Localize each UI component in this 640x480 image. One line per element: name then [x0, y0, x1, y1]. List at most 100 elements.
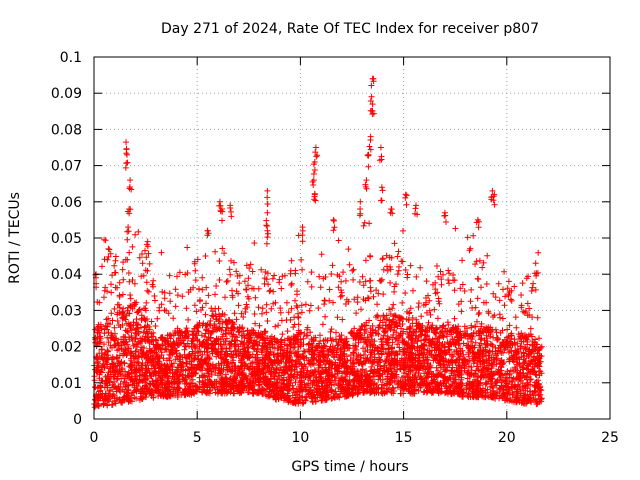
data-point — [296, 360, 303, 367]
data-point — [112, 330, 118, 337]
data-point — [409, 315, 416, 321]
data-point — [329, 262, 336, 269]
data-point — [390, 331, 397, 338]
data-point — [246, 265, 253, 272]
data-point — [99, 263, 105, 270]
data-point — [442, 367, 449, 374]
data-point — [288, 305, 295, 312]
data-point — [190, 341, 197, 348]
data-point — [150, 283, 156, 290]
data-point — [223, 278, 230, 285]
data-point — [109, 381, 116, 388]
data-point — [490, 384, 497, 391]
data-point — [124, 328, 130, 335]
data-point — [417, 264, 424, 271]
data-point — [111, 305, 118, 312]
data-point — [227, 271, 234, 278]
data-point — [251, 240, 258, 246]
data-point — [361, 219, 368, 226]
data-point — [183, 325, 190, 332]
data-point — [111, 324, 118, 331]
data-point — [518, 330, 525, 337]
data-point — [262, 269, 269, 275]
data-point — [136, 254, 143, 261]
data-point — [161, 295, 168, 302]
data-point — [473, 258, 480, 265]
data-point — [249, 351, 256, 358]
data-point — [304, 367, 311, 374]
data-point — [359, 273, 366, 280]
data-point — [375, 290, 382, 297]
data-point — [268, 381, 274, 388]
data-point — [475, 311, 482, 318]
data-point — [101, 294, 107, 301]
data-point — [395, 248, 402, 255]
data-point — [126, 249, 133, 256]
data-point — [512, 376, 519, 383]
data-point — [116, 352, 123, 359]
data-point — [319, 321, 326, 328]
data-point — [119, 365, 126, 372]
data-point — [125, 345, 132, 352]
data-point — [236, 365, 243, 372]
data-point — [187, 358, 193, 365]
data-point — [167, 298, 174, 305]
data-point — [152, 323, 159, 329]
data-point — [102, 237, 109, 244]
data-point — [219, 324, 226, 331]
data-point — [229, 294, 236, 301]
data-point — [143, 279, 150, 286]
data-point — [226, 345, 233, 352]
data-point — [124, 256, 131, 263]
data-point — [294, 304, 301, 311]
data-point — [466, 353, 472, 360]
data-point — [488, 360, 495, 367]
data-point — [259, 305, 266, 312]
data-point — [158, 249, 165, 256]
data-point — [330, 299, 336, 306]
data-point — [362, 257, 369, 264]
data-point — [166, 272, 173, 279]
data-point — [315, 352, 322, 359]
data-point — [275, 322, 282, 329]
data-point — [166, 290, 173, 297]
data-point — [442, 350, 449, 357]
data-point — [222, 294, 228, 301]
data-point — [202, 253, 209, 259]
data-point — [339, 316, 346, 323]
data-point — [231, 310, 238, 317]
data-point — [526, 305, 533, 312]
data-point — [351, 361, 358, 368]
data-point — [240, 314, 247, 320]
data-point — [267, 287, 274, 294]
data-point — [298, 302, 305, 309]
data-point — [92, 326, 99, 333]
data-point — [398, 325, 405, 332]
data-point — [132, 348, 139, 355]
data-point — [415, 352, 422, 359]
data-point — [344, 357, 351, 364]
data-point — [436, 300, 443, 307]
data-point — [229, 319, 236, 326]
data-point — [108, 310, 115, 317]
data-point — [393, 319, 400, 326]
data-point — [278, 317, 285, 324]
data-point — [399, 299, 406, 306]
data-point — [515, 348, 522, 355]
data-point — [298, 378, 304, 385]
data-point — [327, 328, 334, 335]
data-point — [518, 292, 525, 298]
data-point — [390, 301, 397, 308]
data-point — [479, 264, 486, 271]
data-point — [133, 316, 140, 323]
data-point — [321, 297, 328, 304]
data-point — [507, 338, 513, 345]
data-point — [188, 337, 195, 344]
data-point — [512, 314, 519, 321]
data-point — [389, 384, 396, 391]
data-point — [119, 291, 126, 298]
data-point — [128, 367, 135, 374]
data-point — [236, 272, 243, 279]
data-point — [216, 258, 223, 264]
data-point — [335, 237, 342, 244]
